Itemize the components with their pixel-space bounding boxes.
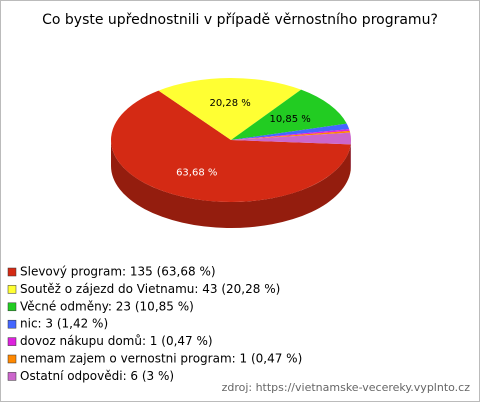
legend-label: nemam zajem o vernostni program: 1 (0,47… (20, 352, 302, 366)
slice-side (111, 140, 351, 228)
slice (231, 123, 350, 140)
source: zdroj: https://vietnamske-vecereky.vypln… (222, 381, 471, 394)
data-label: 63,68 % (176, 168, 217, 179)
legend-swatch (7, 354, 17, 364)
legend-swatch (7, 285, 17, 294)
legend-swatch (7, 319, 17, 329)
data-label: 20,28 % (209, 98, 250, 109)
legend-swatch (7, 302, 17, 312)
legend-label: dovoz nákupu domů: 1 (0,47 %) (20, 334, 213, 348)
slice (231, 89, 347, 140)
slice (158, 78, 302, 140)
legend-label: Ostatní odpovědi: 6 (3 %) (20, 369, 174, 383)
data-label: 10,85 % (269, 114, 310, 125)
legend-label: Soutěž o zájezd do Vietnamu: 43 (20,28 %… (20, 282, 280, 296)
chart-title: Co byste upřednostnili v případě věrnost… (42, 12, 438, 28)
legend-swatch (7, 372, 17, 381)
legend-label: nic: 3 (1,42 %) (20, 317, 108, 331)
slice (231, 130, 351, 140)
slice (231, 132, 351, 145)
slice (231, 129, 350, 140)
legend-label: Věcné odměny: 23 (10,85 %) (20, 299, 194, 313)
slice (110, 90, 351, 203)
legend-label: Slevový program: 135 (63,68 %) (20, 265, 216, 279)
legend-swatch (7, 267, 17, 277)
legend-swatch (7, 337, 17, 346)
